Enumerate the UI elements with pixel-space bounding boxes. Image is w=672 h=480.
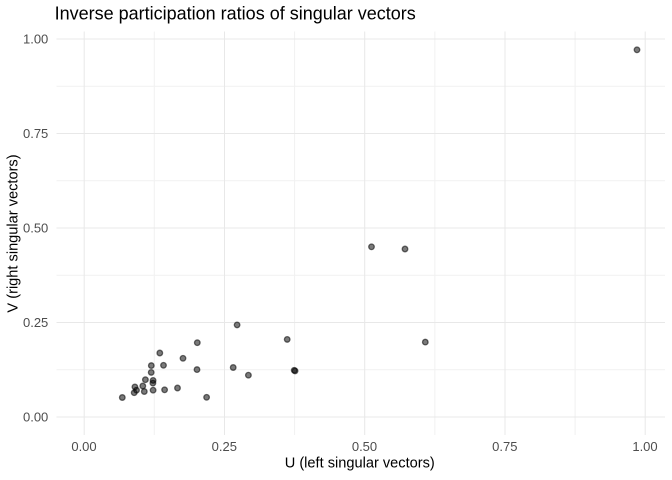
svg-text:0.00: 0.00: [23, 410, 48, 425]
svg-text:U (left singular vectors): U (left singular vectors): [285, 456, 435, 472]
svg-text:1.00: 1.00: [632, 439, 657, 454]
svg-text:0.75: 0.75: [23, 126, 48, 141]
svg-text:Inverse participation ratios o: Inverse participation ratios of singular…: [55, 3, 416, 23]
svg-text:0.25: 0.25: [212, 439, 237, 454]
svg-text:0.25: 0.25: [23, 315, 48, 330]
svg-text:V (right singular vectors): V (right singular vectors): [5, 154, 21, 312]
svg-text:0.50: 0.50: [352, 439, 377, 454]
svg-text:1.00: 1.00: [23, 32, 48, 47]
svg-text:0.00: 0.00: [71, 439, 96, 454]
svg-text:0.50: 0.50: [23, 221, 48, 236]
svg-text:0.75: 0.75: [492, 439, 517, 454]
